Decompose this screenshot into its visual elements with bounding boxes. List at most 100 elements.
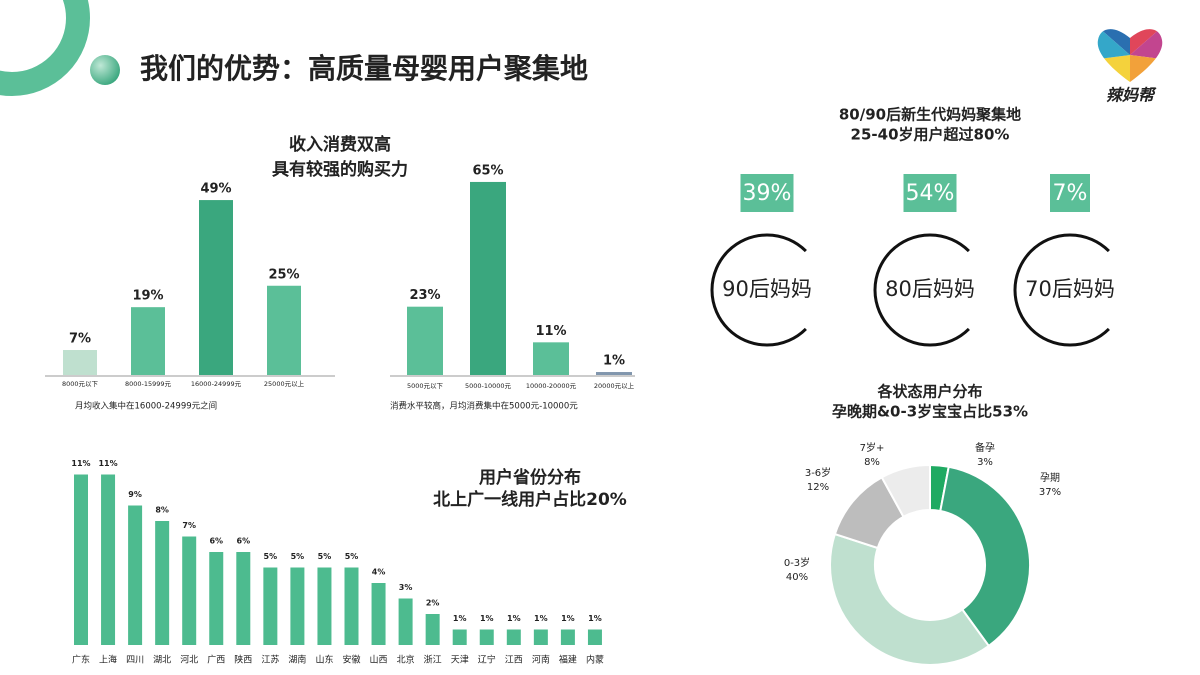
category-label: 5000元以下 <box>407 382 444 390</box>
value-label: 1% <box>561 614 575 623</box>
bar <box>533 342 569 375</box>
value-label: 5% <box>345 552 359 561</box>
value-label: 3% <box>399 583 413 592</box>
value-label: 1% <box>453 614 467 623</box>
chart-title: 北上广一线用户占比20% <box>433 489 627 510</box>
category-label: 上海 <box>99 654 117 666</box>
donut-slice <box>880 463 931 519</box>
bar <box>506 629 521 645</box>
value-label: 2% <box>426 599 440 608</box>
stat-box <box>1050 174 1090 212</box>
bar <box>407 306 443 375</box>
category-label: 5000-10000元 <box>465 382 512 390</box>
bar <box>533 629 548 645</box>
bar <box>371 583 386 645</box>
bar <box>182 536 197 645</box>
stat-ring <box>1013 233 1110 347</box>
value-label: 49% <box>200 182 231 197</box>
value-label: 25% <box>268 267 299 282</box>
category-label: 山东 <box>315 654 333 666</box>
bar <box>128 505 143 645</box>
slice-value: 40% <box>786 572 808 583</box>
logo-heart <box>1097 29 1163 82</box>
slice-name: 孕期 <box>1040 472 1060 484</box>
stat-value: 39% <box>743 181 792 206</box>
slice-name: 7岁+ <box>860 441 885 454</box>
category-label: 浙江 <box>424 654 442 666</box>
value-label: 1% <box>480 614 494 623</box>
bar <box>267 285 301 375</box>
chart-title: 各状态用户分布 <box>876 383 982 401</box>
stat-ring <box>710 233 807 347</box>
bar <box>63 350 97 375</box>
stat-ring <box>873 233 970 347</box>
value-label: 65% <box>472 163 503 178</box>
slice-name: 3-6岁 <box>805 466 831 479</box>
value-label: 11% <box>98 459 117 468</box>
donut-slice <box>829 532 991 666</box>
category-label: 江苏 <box>261 654 279 666</box>
value-label: 5% <box>264 552 278 561</box>
slice-name: 0-3岁 <box>784 556 810 569</box>
value-label: 6% <box>237 537 251 546</box>
value-label: 11% <box>71 459 90 468</box>
category-label: 陕西 <box>234 654 252 666</box>
category-label: 安徽 <box>342 654 360 666</box>
category-label: 8000元以下 <box>62 380 99 388</box>
value-label: 1% <box>588 614 602 623</box>
category-label: 8000-15999元 <box>125 380 172 388</box>
stat-name: 80后妈妈 <box>885 277 975 301</box>
value-label: 11% <box>535 324 566 339</box>
value-label: 1% <box>507 614 521 623</box>
bar <box>425 614 440 645</box>
stat-box <box>903 174 957 212</box>
value-label: 1% <box>603 354 625 369</box>
value-label: 23% <box>409 288 440 303</box>
category-label: 四川 <box>126 656 144 666</box>
category-label: 北京 <box>397 654 415 666</box>
category-label: 广西 <box>207 654 225 666</box>
stat-name: 90后妈妈 <box>722 277 812 301</box>
bar <box>587 629 602 645</box>
stat-value: 7% <box>1053 181 1088 206</box>
value-label: 4% <box>372 568 386 577</box>
category-label: 湖南 <box>288 654 306 666</box>
chart-title: 25-40岁用户超过80% <box>851 126 1010 144</box>
value-label: 9% <box>128 490 142 499</box>
category-label: 天津 <box>451 655 469 666</box>
bar <box>470 181 506 375</box>
value-label: 7% <box>69 332 91 347</box>
category-label: 河北 <box>180 654 198 666</box>
bar <box>236 552 251 645</box>
value-label: 8% <box>155 506 169 515</box>
bar <box>101 474 116 645</box>
category-label: 16000-24999元 <box>191 380 242 388</box>
slide-title: 我们的优势：高质量母婴用户聚集地 <box>140 52 588 85</box>
bar <box>398 598 413 645</box>
value-label: 1% <box>534 614 548 623</box>
donut-slice <box>939 465 1031 648</box>
value-label: 5% <box>291 552 305 561</box>
bar <box>452 629 467 645</box>
stat-name: 70后妈妈 <box>1025 277 1115 301</box>
chart-title: 收入消费双高 <box>289 134 391 155</box>
bar <box>317 567 332 645</box>
bar <box>344 567 359 645</box>
bar <box>209 552 224 645</box>
category-label: 福建 <box>559 654 577 666</box>
value-label: 7% <box>182 521 196 530</box>
logo-text: 辣妈帮 <box>1106 86 1157 105</box>
category-label: 25000元以上 <box>264 379 305 388</box>
stat-box <box>740 174 794 212</box>
category-label: 20000元以上 <box>594 381 635 390</box>
value-label: 6% <box>209 537 223 546</box>
value-label: 19% <box>132 289 163 304</box>
slice-value: 12% <box>807 482 829 493</box>
bar <box>560 629 575 645</box>
chart-note: 月均收入集中在16000-24999元之间 <box>75 401 217 412</box>
bar <box>596 372 632 375</box>
category-label: 江西 <box>505 655 523 666</box>
corner-ring <box>0 0 90 96</box>
bar <box>131 307 165 375</box>
